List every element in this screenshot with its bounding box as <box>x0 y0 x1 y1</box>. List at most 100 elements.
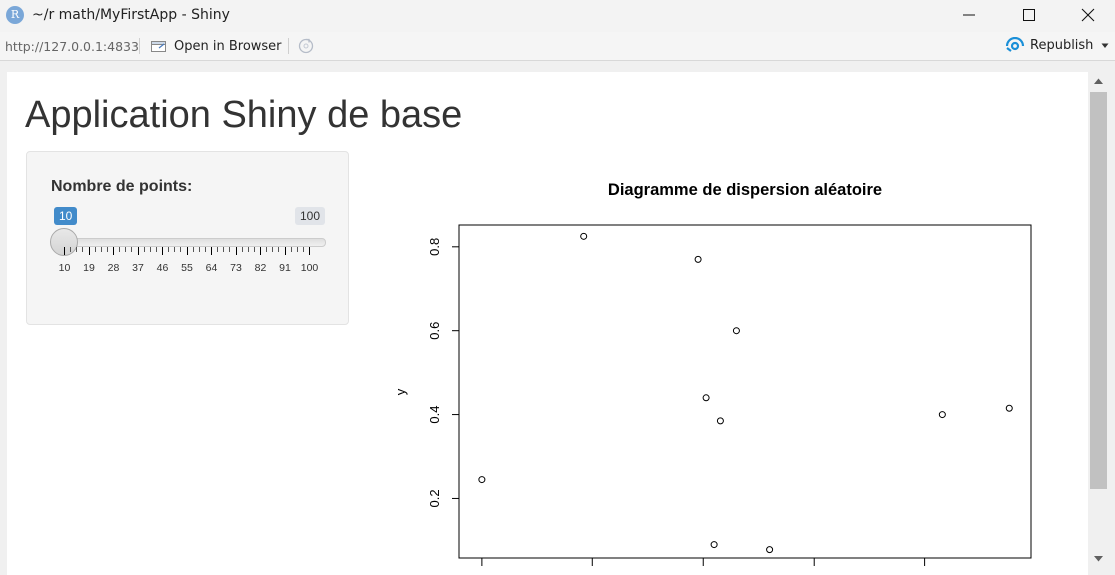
open-in-browser-icon <box>151 41 166 52</box>
y-tick-label: 0.4 <box>427 406 442 424</box>
slider-minor-tick <box>106 247 108 252</box>
slider-major-tick <box>64 247 65 255</box>
data-point <box>580 232 588 240</box>
slider-minor-tick <box>278 247 280 252</box>
slider-major-tick <box>235 247 237 255</box>
scatter-plot: Diagramme de dispersion aléatoire y 0.20… <box>393 181 1032 566</box>
data-point <box>716 417 724 425</box>
maximize-icon <box>1023 9 1035 21</box>
slider-minor-tick <box>168 247 170 252</box>
slider-minor-tick <box>198 247 200 252</box>
slider-minor-tick <box>296 247 298 252</box>
slider-major-tick <box>88 247 90 255</box>
slider-minor-tick <box>247 247 249 252</box>
slider-minor-tick <box>174 247 176 252</box>
slider-major-tick <box>186 247 188 255</box>
close-button[interactable] <box>1065 0 1111 30</box>
r-app-icon: R <box>6 6 24 24</box>
slider-tick-label: 91 <box>279 262 291 274</box>
url-display[interactable]: http://127.0.0.1:4833 <box>5 39 139 54</box>
minimize-icon <box>963 14 975 16</box>
slider-tick-label: 55 <box>181 262 193 274</box>
slider-minor-tick <box>204 247 206 252</box>
slider-major-tick <box>284 247 286 255</box>
refresh-button[interactable] <box>297 37 315 58</box>
slider-minor-tick <box>94 247 96 252</box>
slider-minor-tick <box>180 247 182 252</box>
x-axis <box>481 558 926 566</box>
refresh-icon <box>298 38 314 54</box>
slider-major-tick <box>162 247 163 255</box>
slider-minor-tick <box>131 247 133 252</box>
data-point <box>766 546 774 554</box>
slider-minor-tick <box>76 247 78 252</box>
slider-tick-label: 37 <box>132 262 144 274</box>
slider-tick-label: 73 <box>230 262 242 274</box>
y-tick-label: 0.8 <box>427 238 442 256</box>
slider-minor-tick <box>302 247 304 252</box>
data-points <box>478 232 1013 554</box>
data-point <box>478 476 486 484</box>
slider-minor-tick <box>229 247 231 252</box>
slider-major-tick <box>211 247 212 255</box>
slider-minor-tick <box>82 247 84 252</box>
close-icon <box>1081 8 1095 22</box>
slider-major-tick <box>113 247 114 255</box>
data-point <box>732 327 740 335</box>
chart-title: Diagramme de dispersion aléatoire <box>608 181 882 199</box>
slider-minor-tick <box>143 247 145 252</box>
republish-button[interactable]: Republish <box>1005 37 1093 53</box>
slider-minor-tick <box>192 247 194 252</box>
window-title: ~/r math/MyFirstApp - Shiny <box>32 7 230 23</box>
slider-tick-label: 82 <box>254 262 267 274</box>
republish-label: Republish <box>1030 37 1094 53</box>
chevron-down-icon[interactable] <box>1101 43 1109 49</box>
slider-max-badge: 100 <box>295 207 326 225</box>
y-axis: 0.2 0.4 0.6 0.8 <box>427 238 459 507</box>
slider-minor-tick <box>253 247 255 252</box>
slider-major-tick <box>260 247 261 255</box>
data-point <box>938 411 946 419</box>
open-in-browser-label: Open in Browser <box>174 38 282 54</box>
data-point <box>710 541 718 549</box>
y-axis-label: y <box>393 388 408 395</box>
data-point <box>694 255 702 263</box>
open-in-browser-button[interactable]: Open in Browser <box>150 37 282 55</box>
toolbar-separator <box>139 38 140 54</box>
slider-value-badge: 10 <box>54 207 78 225</box>
maximize-button[interactable] <box>1006 0 1052 30</box>
slider-minor-tick <box>290 247 292 252</box>
slider-tick-label: 64 <box>205 262 218 274</box>
y-tick-label: 0.6 <box>427 322 442 340</box>
slider-minor-tick <box>217 247 219 252</box>
slider-minor-tick <box>119 247 121 252</box>
slider-tick-label: 10 <box>58 262 71 274</box>
app-viewport: Application Shiny de base Nombre de poin… <box>7 72 1088 575</box>
slider-minor-tick <box>266 247 268 252</box>
slider-major-tick <box>137 247 139 255</box>
slider-minor-tick <box>155 247 157 252</box>
data-point <box>1005 404 1013 412</box>
slider-minor-tick <box>149 247 151 252</box>
toolbar-separator <box>288 38 289 54</box>
data-point <box>702 394 710 402</box>
slider-minor-tick <box>100 247 102 252</box>
page-title: Application Shiny de base <box>25 94 463 136</box>
republish-icon <box>1005 37 1025 52</box>
scroll-down-arrow-icon[interactable] <box>1094 556 1103 562</box>
slider-minor-tick <box>223 247 225 252</box>
y-tick-label: 0.2 <box>427 489 442 507</box>
slider-label: Nombre de points: <box>51 178 193 195</box>
slider-minor-tick <box>272 247 274 252</box>
slider-tick-label: 46 <box>156 262 169 274</box>
scroll-up-arrow-icon[interactable] <box>1094 78 1103 84</box>
minimize-button[interactable] <box>946 0 992 30</box>
slider-minor-tick <box>125 247 127 252</box>
scrollbar-thumb[interactable] <box>1090 92 1107 489</box>
plot-frame <box>458 224 1032 559</box>
vertical-scrollbar[interactable] <box>1089 72 1108 575</box>
slider-minor-tick <box>241 247 243 252</box>
viewer-toolbar: http://127.0.0.1:4833 Open in Browser Re… <box>0 32 1115 61</box>
window-titlebar: R ~/r math/MyFirstApp - Shiny <box>0 0 1115 32</box>
slider-minor-tick <box>70 247 72 252</box>
